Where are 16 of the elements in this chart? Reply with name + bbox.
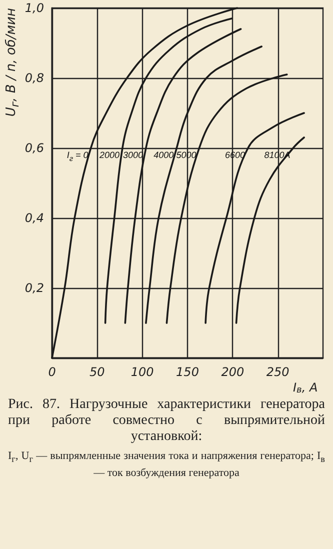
x-tick-label: 0 [48,365,56,379]
x-tick-label: 150 [176,365,200,379]
y-tick-label: 0,4 [24,211,44,225]
series-label: 2000 [99,150,120,160]
y-tick-label: 0,8 [24,71,44,85]
y-tick-label: 0,6 [24,141,44,155]
x-tick-label: 100 [130,365,154,379]
x-tick-label: 50 [90,365,106,379]
series-label: 4000 [154,150,174,160]
text: Рис. 87. Нагрузочные характеристики генератора при работе совместно с выпрямительной установкой: [8,397,325,445]
text: I$_{г}$, U$_{г}$ — выпрямленные значения тока и напряжения генератора; I$_{в}$ — ток возбуждения генератора [8,450,325,480]
y-tick-label: 0,2 [24,281,44,295]
series-label: I$_{г}$ = 0 [66,150,88,164]
y-tick-label: 1,0 [24,1,44,15]
x-tick-label: 200 [221,365,244,379]
x-tick-label: 250 [266,365,290,379]
